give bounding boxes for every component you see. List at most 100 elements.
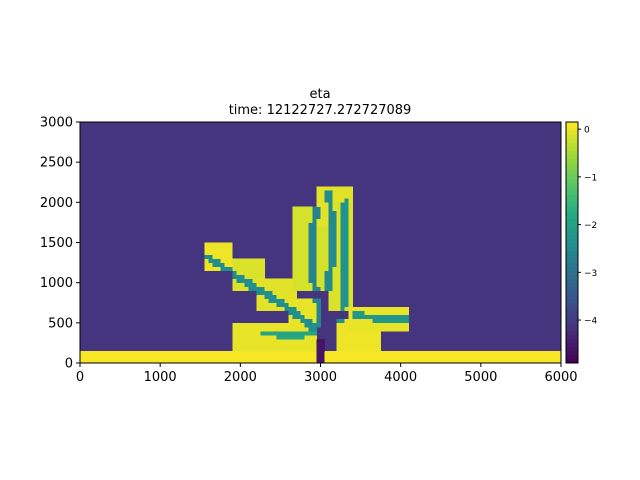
heatmap-cell [344, 266, 349, 272]
heatmap-cell [304, 250, 309, 255]
heatmap-cell [356, 334, 361, 340]
heatmap-cell [316, 206, 321, 211]
heatmap-cell [248, 286, 253, 292]
heatmap-cell [296, 310, 301, 316]
heatmap-cell [332, 234, 337, 239]
heatmap-cell [324, 266, 329, 272]
heatmap-cell [388, 326, 394, 332]
heatmap-cell [532, 350, 538, 356]
heatmap-cell [304, 298, 309, 304]
heatmap-cell [300, 242, 305, 247]
heatmap-cell [464, 350, 470, 356]
heatmap-cell [276, 338, 281, 344]
heatmap-cell [244, 342, 249, 348]
heatmap-cell [248, 346, 253, 352]
heatmap-cell [344, 338, 349, 344]
heatmap-cell [356, 310, 361, 316]
colorbar-segment [566, 266, 578, 272]
y-tick-label: 1500 [40, 236, 73, 251]
heatmap-cell [300, 298, 305, 304]
heatmap-cell [240, 338, 245, 344]
colorbar-segment [566, 130, 578, 135]
heatmap-cell [304, 314, 309, 320]
heatmap-cell [340, 230, 345, 235]
heatmap-cell [268, 346, 273, 352]
heatmap-cell [336, 202, 341, 207]
heatmap-cell [252, 346, 257, 352]
colorbar-segment [566, 346, 578, 352]
heatmap-cell [296, 346, 301, 352]
heatmap-cell [348, 198, 353, 203]
heatmap-cell [316, 314, 321, 320]
heatmap-cell [308, 242, 313, 247]
heatmap-cell [352, 342, 357, 348]
colorbar-segment [566, 350, 578, 356]
heatmap-cell [408, 358, 414, 363]
heatmap-cell [260, 302, 265, 308]
heatmap-cell [304, 346, 309, 352]
heatmap-cell [384, 354, 390, 360]
heatmap-cell [284, 330, 289, 336]
heatmap-cell [300, 310, 305, 316]
heatmap-cell [300, 326, 305, 332]
heatmap-cell [332, 254, 337, 259]
heatmap-cell [320, 346, 325, 352]
heatmap-cell [324, 358, 329, 363]
heatmap-cell [396, 314, 402, 320]
heatmap-cell [280, 290, 285, 296]
heatmap-cell [280, 278, 285, 284]
heatmap-cell [312, 346, 317, 352]
heatmap-cell [340, 194, 345, 199]
heatmap-cell [80, 350, 85, 356]
heatmap-cell [208, 358, 213, 363]
heatmap-cell [372, 310, 378, 316]
heatmap-cell [388, 358, 394, 363]
heatmap-cell [200, 350, 205, 356]
heatmap-cell [276, 342, 281, 348]
heatmap-cell [248, 330, 253, 336]
colorbar-segment [566, 186, 578, 191]
heatmap-cell [268, 278, 273, 284]
heatmap-cell [380, 350, 386, 356]
colorbar-segment [566, 334, 578, 340]
heatmap-cell [284, 294, 289, 300]
heatmap-cell [356, 306, 361, 312]
heatmap-cell [264, 342, 269, 348]
heatmap-cell [232, 354, 237, 360]
heatmap-cell [528, 354, 534, 360]
colorbar-segment [566, 254, 578, 260]
heatmap-cell [244, 326, 249, 332]
heatmap-cell [148, 354, 153, 360]
heatmap-cell [404, 326, 410, 332]
heatmap-cell [384, 322, 390, 328]
heatmap-cell [340, 214, 345, 219]
colorbar-segment [566, 170, 578, 175]
heatmap-cell [348, 274, 353, 280]
heatmap-cell [348, 282, 353, 288]
heatmap-cell [316, 266, 321, 272]
heatmap-cell [340, 338, 345, 344]
heatmap-cell [256, 302, 261, 308]
heatmap-cell [356, 346, 361, 352]
heatmap-cell [392, 326, 398, 332]
heatmap-cell [140, 358, 145, 363]
heatmap-cell [256, 354, 261, 360]
heatmap-cell [324, 194, 329, 199]
heatmap-cell [336, 218, 341, 223]
heatmap-cell [280, 342, 285, 348]
heatmap-cell [292, 266, 297, 272]
heatmap-cell [236, 346, 241, 352]
heatmap-cell [264, 298, 269, 304]
heatmap-cell [372, 350, 378, 356]
heatmap-cell [356, 354, 361, 360]
heatmap-cell [432, 350, 438, 356]
heatmap-cell [212, 242, 217, 247]
heatmap-cell [316, 242, 321, 247]
colorbar-segment [566, 278, 578, 284]
heatmap-cell [312, 242, 317, 247]
heatmap-cell [320, 338, 325, 344]
heatmap-cell [280, 294, 285, 300]
heatmap-cell [376, 310, 382, 316]
heatmap-cell [232, 350, 237, 356]
heatmap-cell [368, 358, 374, 363]
